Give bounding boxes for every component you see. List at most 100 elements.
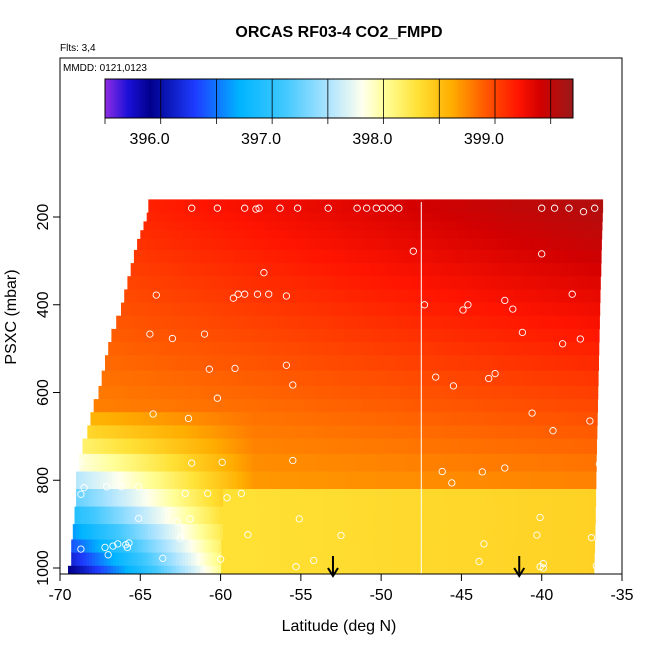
heatmap-cell <box>547 453 551 472</box>
heatmap-cell <box>262 249 267 264</box>
observation-point <box>475 557 483 566</box>
heatmap-cell <box>446 565 450 575</box>
heatmap-cell <box>500 539 504 554</box>
heatmap-cell <box>252 524 257 540</box>
heatmap-cell <box>564 328 568 343</box>
heatmap-cell <box>247 471 251 490</box>
heatmap-cell <box>300 425 304 439</box>
heatmap-cell <box>389 315 393 330</box>
heatmap-cell <box>254 539 258 554</box>
heatmap-cell <box>370 489 374 507</box>
colorbar-cell <box>343 79 346 118</box>
heatmap-cell <box>195 399 200 413</box>
heatmap-cell <box>456 328 460 343</box>
heatmap-cell <box>422 539 426 554</box>
heatmap-cell <box>462 399 467 413</box>
heatmap-row <box>82 438 597 455</box>
observation-point <box>253 290 262 298</box>
heatmap-cell <box>560 506 564 525</box>
heatmap-cell <box>523 289 527 303</box>
heatmap-cell <box>364 289 368 303</box>
heatmap-cell <box>306 412 310 426</box>
heatmap-cell <box>287 552 291 567</box>
heatmap-cell <box>306 425 310 439</box>
heatmap-cell <box>116 315 120 330</box>
heatmap-cell <box>227 221 231 231</box>
heatmap-cell <box>483 342 487 356</box>
heatmap-cell <box>268 263 273 277</box>
heatmap-cell <box>209 238 213 251</box>
heatmap-cell <box>520 199 524 213</box>
heatmap-cell <box>556 438 560 455</box>
heatmap-cell <box>136 453 140 472</box>
heatmap-cell <box>172 302 176 317</box>
heatmap-cell <box>323 385 327 400</box>
heatmap-cell <box>297 412 301 426</box>
heatmap-cell <box>382 438 386 455</box>
heatmap-cell <box>92 539 96 554</box>
heatmap-cell <box>371 370 376 387</box>
heatmap-cell <box>561 342 565 356</box>
heatmap-cell <box>257 539 261 554</box>
heatmap-cell <box>497 539 501 554</box>
colorbar-cell <box>469 79 472 118</box>
heatmap-cell <box>227 370 232 387</box>
heatmap-cell <box>369 412 373 426</box>
heatmap-cell <box>581 370 586 387</box>
heatmap-cell <box>503 230 507 240</box>
heatmap-cell <box>590 539 594 554</box>
heatmap-cell <box>166 489 170 507</box>
heatmap-cell <box>524 385 528 400</box>
heatmap-cell <box>350 565 354 575</box>
heatmap-cell <box>528 524 533 540</box>
heatmap-cell <box>376 438 380 455</box>
heatmap-cell <box>149 506 153 525</box>
heatmap-cell <box>586 453 590 472</box>
heatmap-cell <box>410 565 414 575</box>
heatmap-cell <box>287 230 291 240</box>
heatmap-cell <box>405 342 409 356</box>
heatmap-cell <box>190 289 194 303</box>
heatmap-cell <box>165 425 169 439</box>
heatmap-cell <box>469 249 474 264</box>
heatmap-cell <box>131 315 135 330</box>
heatmap-cell <box>409 276 413 290</box>
heatmap-cell <box>284 565 288 575</box>
heatmap-cell <box>152 539 156 554</box>
heatmap-cell <box>259 453 263 472</box>
heatmap-cell <box>196 249 201 264</box>
heatmap-cell <box>466 289 470 303</box>
heatmap-cell <box>255 355 259 371</box>
heatmap-cell <box>408 412 412 426</box>
heatmap-cell <box>163 276 167 290</box>
heatmap-cell <box>243 328 247 343</box>
heatmap-cell <box>111 355 115 371</box>
heatmap-cell <box>225 399 230 413</box>
observation-point <box>558 340 567 348</box>
heatmap-cell <box>152 385 156 400</box>
heatmap-cell <box>591 399 596 413</box>
heatmap-cell <box>388 276 392 290</box>
heatmap-cell <box>547 471 551 490</box>
heatmap-cell <box>467 385 471 400</box>
heatmap-cell <box>188 552 192 567</box>
heatmap-cell <box>463 471 467 490</box>
heatmap-cell <box>106 438 110 455</box>
heatmap-cell <box>524 315 528 330</box>
heatmap-cell <box>441 328 445 343</box>
heatmap-cell <box>301 199 305 213</box>
heatmap-cell <box>88 438 92 455</box>
heatmap-cell <box>413 238 417 251</box>
heatmap-cell <box>148 289 152 303</box>
heatmap-cell <box>168 355 172 371</box>
heatmap-cell <box>459 425 463 439</box>
heatmap-cell <box>530 565 534 575</box>
heatmap-cell <box>440 212 445 222</box>
heatmap-cell <box>369 399 374 413</box>
heatmap-cell <box>228 524 233 540</box>
heatmap-cell <box>71 565 75 575</box>
heatmap-cell <box>344 385 348 400</box>
heatmap-cell <box>518 370 523 387</box>
heatmap-cell <box>97 453 101 472</box>
heatmap-cell <box>244 289 248 303</box>
